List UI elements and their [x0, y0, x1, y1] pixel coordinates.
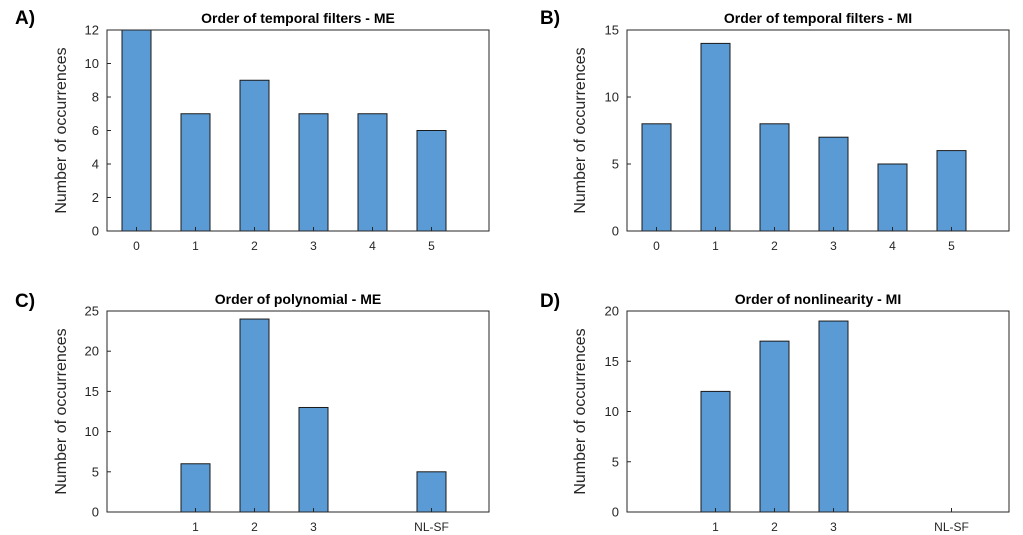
y-axis-label: Number of occurrences	[53, 47, 70, 213]
bar-5	[936, 150, 967, 232]
x-tick-label: 3	[830, 520, 837, 534]
y-tick-label: 10	[605, 404, 619, 419]
bar-2	[239, 318, 270, 513]
x-tick-label: 0	[653, 239, 660, 253]
y-axis-label: Number of occurrences	[572, 47, 589, 213]
y-tick-label: 2	[92, 190, 99, 205]
bar-2	[759, 123, 790, 232]
bar-4	[357, 113, 388, 232]
x-tick-label: 2	[771, 520, 778, 534]
y-tick-label: 4	[92, 157, 99, 172]
bar-1	[180, 463, 211, 513]
panel-label: C)	[15, 291, 35, 312]
y-tick-label: 6	[92, 123, 99, 138]
bar-2	[759, 340, 790, 513]
x-tick-label: 2	[251, 520, 258, 534]
y-tick-label: 20	[605, 304, 619, 319]
chart-title: Order of nonlinearity - MI	[735, 291, 901, 307]
bar-3	[818, 320, 849, 513]
x-tick-label: 4	[889, 239, 896, 253]
bar-1	[180, 113, 211, 232]
axes-box	[106, 310, 490, 513]
x-tick-label: 1	[712, 239, 719, 253]
x-tick-label: 2	[251, 239, 258, 253]
bar-1	[700, 42, 731, 232]
chart-panel-4: D) Order of nonlinearity - MI 0 5 10 15 20 1 2 3 N…	[540, 291, 1010, 534]
bar-3	[818, 136, 849, 232]
y-tick-label: 10	[85, 424, 99, 439]
bar-0	[121, 29, 152, 232]
axes-box	[626, 29, 1010, 232]
x-tick-label: 3	[310, 520, 317, 534]
x-tick-label: 1	[192, 239, 199, 253]
y-axis-label: Number of occurrences	[53, 328, 70, 494]
bar-5	[416, 130, 447, 232]
x-tick-label: 5	[948, 239, 955, 253]
y-tick-label: 15	[605, 23, 619, 38]
y-tick-label: 20	[85, 344, 99, 359]
y-tick-label: 15	[605, 354, 619, 369]
y-tick-label: 8	[92, 90, 99, 105]
chart-panel-3: C) Order of polynomial - ME 0 5 10 15 20 25 1 2 3 N…	[15, 291, 490, 534]
y-tick-label: 5	[612, 454, 619, 469]
bar-2	[239, 79, 270, 232]
bar-4	[877, 163, 908, 232]
x-tick-label: 2	[771, 239, 778, 253]
bar-NL-SF	[416, 471, 447, 513]
panel-label: D)	[540, 291, 560, 312]
chart-panel-1: A) Order of temporal filters - ME02468101…	[15, 8, 490, 253]
x-tick-label: 1	[712, 520, 719, 534]
y-tick-label: 12	[85, 23, 99, 38]
y-axis-label: Number of occurrences	[572, 328, 589, 494]
y-tick-label: 15	[85, 384, 99, 399]
chart-title: Order of polynomial - ME	[215, 291, 381, 307]
panel-label: B)	[540, 8, 560, 29]
x-tick-label: 5	[428, 239, 435, 253]
x-tick-label: 1	[192, 520, 199, 534]
bar-0	[641, 123, 672, 232]
x-tick-label: NL-SF	[414, 520, 449, 534]
y-tick-label: 0	[612, 505, 619, 520]
y-tick-label: 0	[612, 224, 619, 239]
x-tick-label: 3	[310, 239, 317, 253]
y-tick-label: 5	[612, 157, 619, 172]
bar-3	[298, 113, 329, 232]
x-tick-label: 3	[830, 239, 837, 253]
chart-title: Order of temporal filters - ME	[201, 10, 395, 26]
y-tick-label: 10	[605, 90, 619, 105]
y-tick-label: 10	[85, 56, 99, 71]
panel-label: A)	[15, 8, 35, 29]
x-tick-label: 0	[133, 239, 140, 253]
y-tick-label: 0	[92, 224, 99, 239]
axes-box	[626, 310, 1010, 513]
bar-3	[298, 406, 329, 513]
y-tick-label: 25	[85, 304, 99, 319]
y-tick-label: 5	[92, 464, 99, 479]
x-tick-label: 4	[369, 239, 376, 253]
chart-title: Order of temporal filters - MI	[724, 10, 912, 26]
bar-1	[700, 390, 731, 513]
y-tick-label: 0	[92, 505, 99, 520]
x-tick-label: NL-SF	[934, 520, 969, 534]
